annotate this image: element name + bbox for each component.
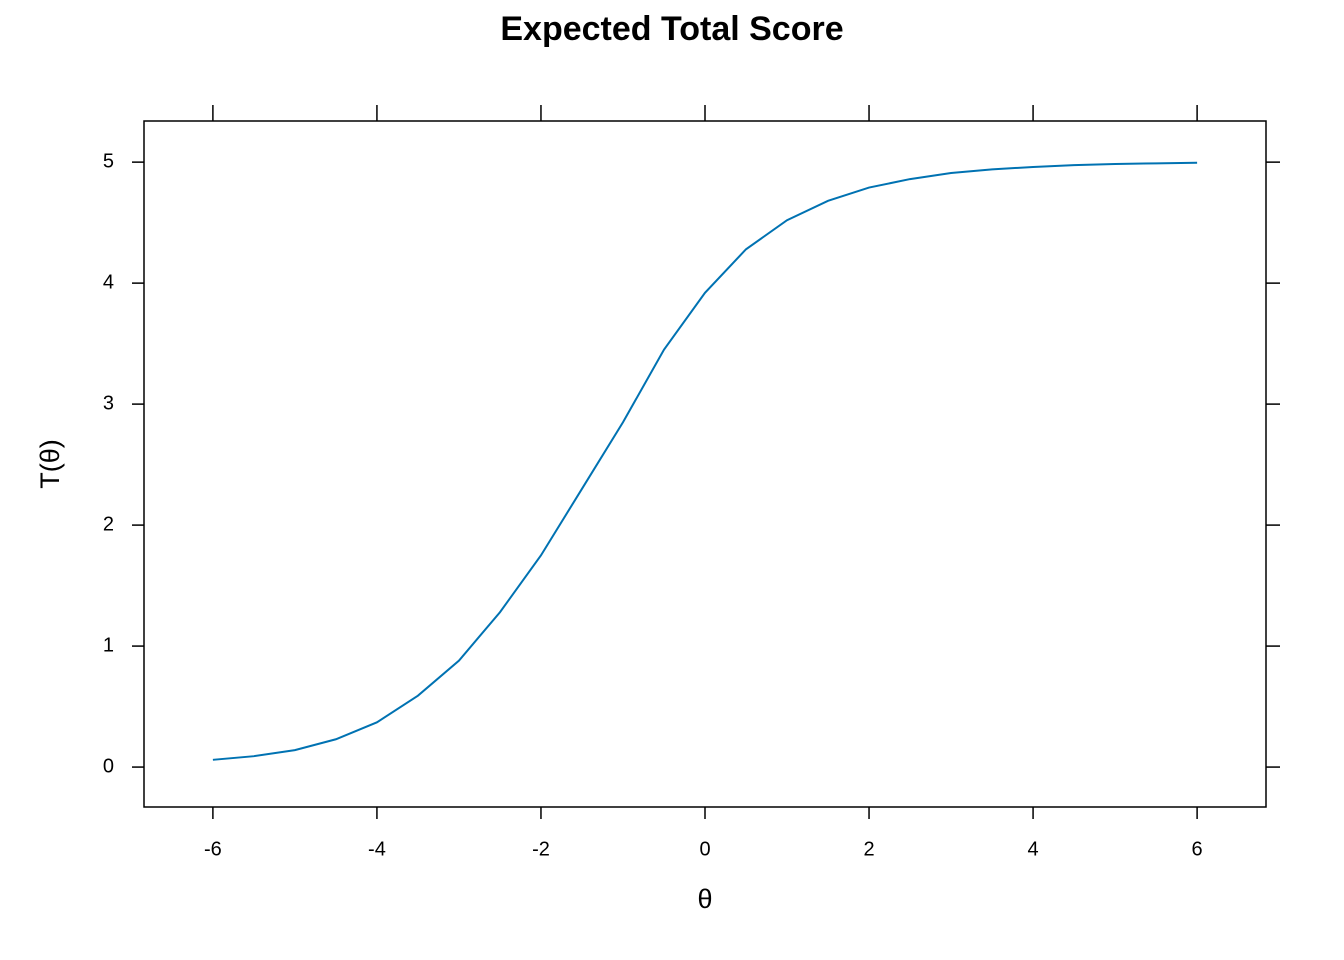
x-tick-label: 0 — [699, 838, 710, 860]
x-tick-label: -2 — [532, 838, 550, 860]
y-tick-label: 1 — [103, 634, 114, 656]
y-axis-label: T(θ) — [35, 439, 65, 489]
x-tick-label: -4 — [368, 838, 386, 860]
chart-title: Expected Total Score — [500, 10, 843, 48]
x-tick-label: 2 — [863, 838, 874, 860]
line-series — [212, 161, 1198, 761]
y-tick-label: 5 — [103, 150, 114, 172]
y-tick-label: 0 — [103, 755, 114, 777]
y-tick-label: 4 — [103, 271, 114, 293]
y-tick-label: 2 — [103, 513, 114, 535]
plot-frame — [143, 120, 1267, 808]
x-tick-label: -6 — [204, 838, 222, 860]
x-tick-label: 6 — [1192, 838, 1203, 860]
x-tick-label: 4 — [1028, 838, 1039, 860]
x-axis-label: θ — [697, 884, 712, 914]
y-tick-label: 3 — [103, 392, 114, 414]
